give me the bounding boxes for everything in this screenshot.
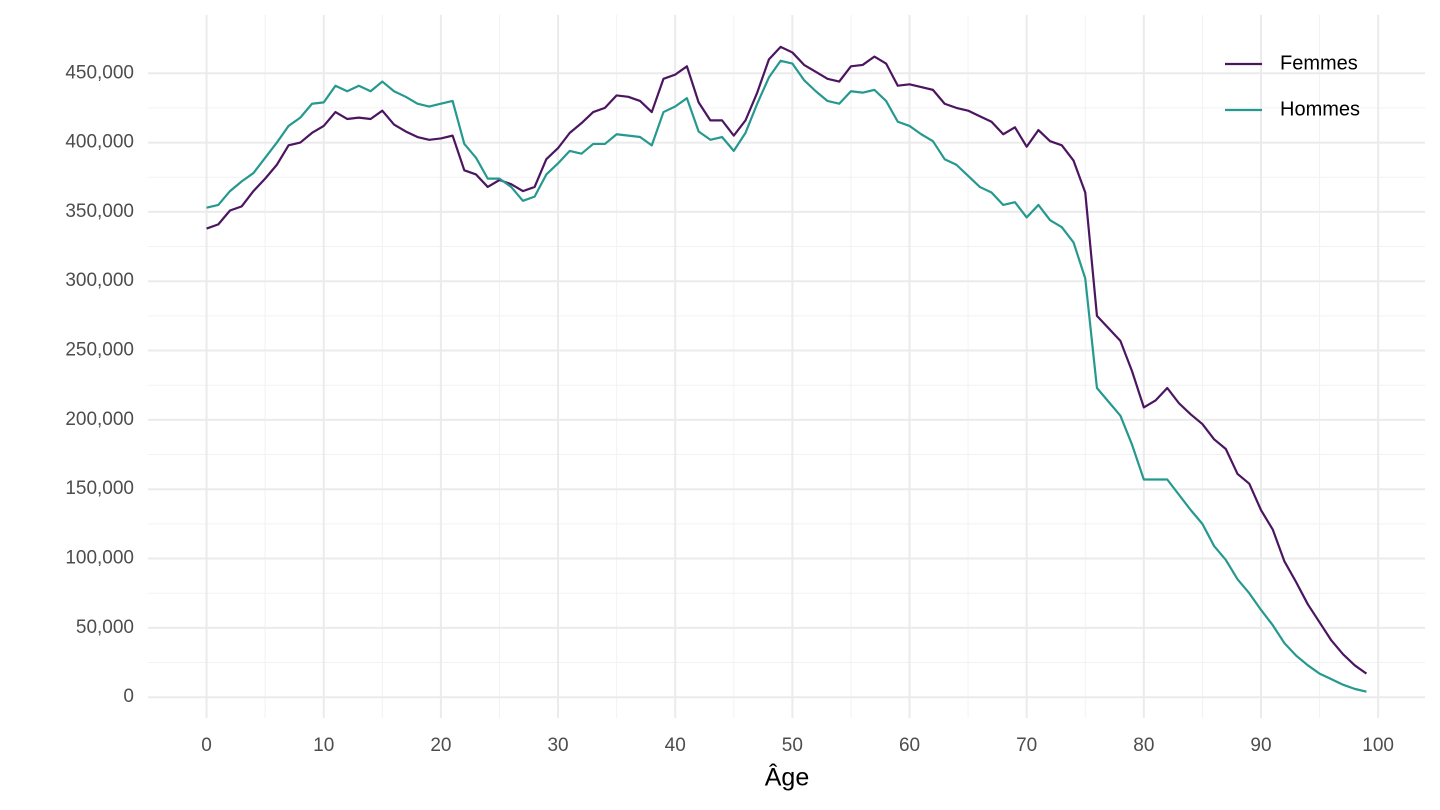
- y-tick-label: 300,000: [65, 270, 134, 291]
- y-tick-label: 150,000: [65, 478, 134, 499]
- x-tick-label: 40: [665, 735, 686, 756]
- x-tick-label: 20: [430, 735, 451, 756]
- x-tick-label: 10: [313, 735, 334, 756]
- x-axis-label: Âge: [765, 763, 809, 792]
- y-tick-label: 200,000: [65, 409, 134, 430]
- x-tick-label: 90: [1250, 735, 1271, 756]
- y-tick-label: 450,000: [65, 62, 134, 83]
- x-tick-label: 0: [201, 735, 212, 756]
- y-tick-label: 100,000: [65, 548, 134, 569]
- y-tick-label: 250,000: [65, 340, 134, 361]
- legend-label: Femmes: [1280, 52, 1358, 74]
- legend-label: Hommes: [1280, 98, 1360, 120]
- y-tick-label: 350,000: [65, 201, 134, 222]
- x-tick-label: 50: [782, 735, 803, 756]
- y-tick-label: 0: [123, 686, 134, 707]
- series-line: [206, 45, 1368, 675]
- x-tick-label: 80: [1133, 735, 1154, 756]
- x-tick-label: 70: [1016, 735, 1037, 756]
- y-tick-label: 50,000: [76, 617, 134, 638]
- y-tick-label: 400,000: [65, 132, 134, 153]
- x-tick-label: 60: [899, 735, 920, 756]
- x-tick-label: 30: [547, 735, 568, 756]
- series-line: [206, 59, 1367, 693]
- x-tick-label: 100: [1362, 735, 1394, 756]
